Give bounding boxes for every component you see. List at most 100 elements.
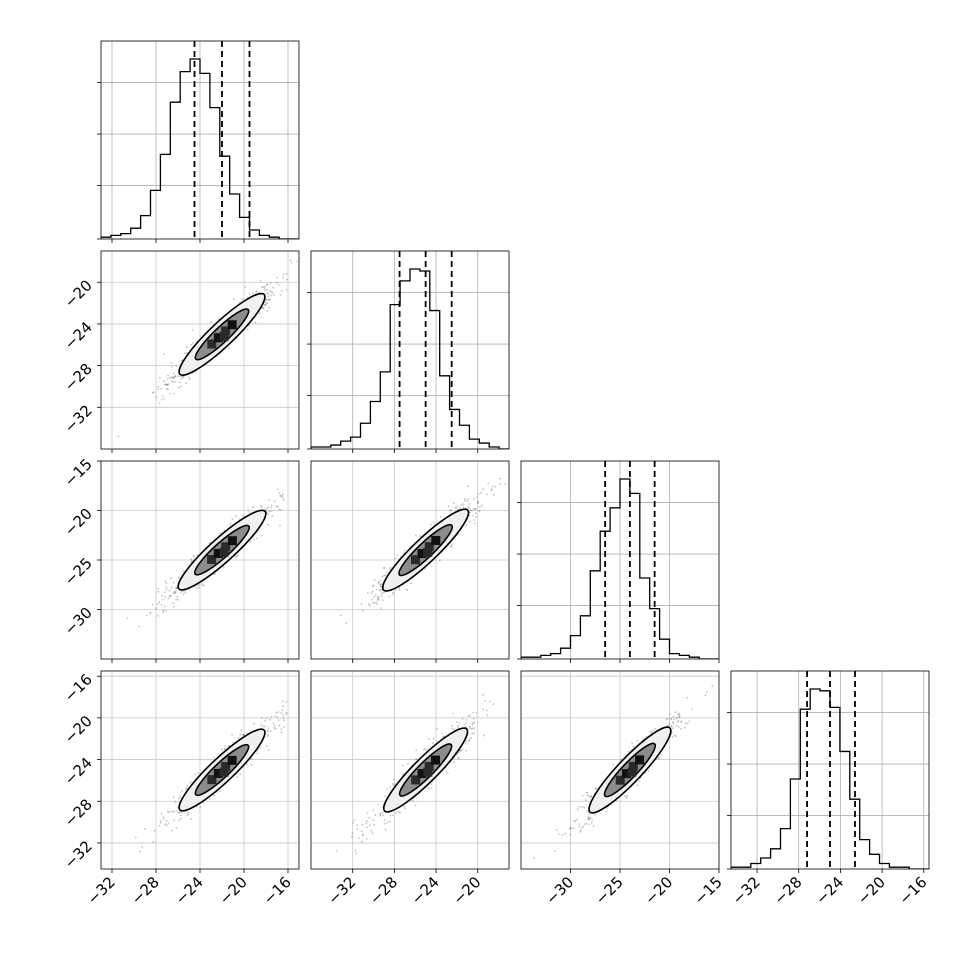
sample-point <box>270 294 273 297</box>
sample-point <box>493 493 495 496</box>
y-tick-label: −24 <box>61 754 96 789</box>
panel-frame <box>730 670 930 870</box>
sample-point <box>504 483 507 485</box>
sample-point <box>277 719 280 722</box>
sample-point <box>282 276 284 279</box>
sample-point <box>170 586 173 589</box>
sample-point <box>465 524 468 527</box>
density-cell <box>628 761 638 771</box>
sample-point <box>469 509 472 512</box>
sample-point <box>414 758 417 760</box>
sample-point <box>576 818 578 821</box>
sample-point <box>588 813 591 816</box>
sample-point <box>370 592 373 594</box>
sample-point <box>430 783 433 786</box>
sample-point <box>231 518 234 521</box>
sample-point <box>362 834 364 837</box>
sample-point <box>487 482 490 485</box>
scatter-body <box>101 671 299 869</box>
sample-point <box>675 724 678 727</box>
sample-point <box>449 509 452 512</box>
sample-point <box>405 588 407 591</box>
sample-point <box>711 685 714 688</box>
sample-point <box>627 750 630 753</box>
sample-point <box>432 521 435 524</box>
sample-point <box>174 591 177 594</box>
sample-point <box>263 287 266 289</box>
sample-point <box>381 811 384 814</box>
y-tick-label: −25 <box>61 554 96 589</box>
sample-point <box>587 818 590 821</box>
sample-point <box>361 824 364 826</box>
panel-frame <box>310 670 510 870</box>
sample-point <box>677 720 680 722</box>
sample-point <box>626 795 629 798</box>
sample-point <box>246 328 249 331</box>
sample-point <box>235 515 238 517</box>
sample-point <box>570 827 573 830</box>
sample-point <box>167 597 170 600</box>
sample-point <box>178 811 180 814</box>
sample-point <box>479 491 482 494</box>
sample-point <box>459 749 462 752</box>
histogram-panel-1 <box>307 250 510 450</box>
y-tick-label: −32 <box>61 837 96 872</box>
sample-point <box>372 601 374 604</box>
sample-point <box>380 586 382 588</box>
sample-point <box>573 820 576 822</box>
sample-point <box>167 810 169 813</box>
density-cell <box>221 762 231 772</box>
sample-point <box>581 806 583 808</box>
sample-point <box>684 726 686 729</box>
sample-point <box>678 715 681 718</box>
sample-point <box>388 595 390 598</box>
sample-point <box>411 799 414 802</box>
y-tick-label: −28 <box>61 360 96 395</box>
density-cell <box>213 768 223 778</box>
sample-point <box>184 591 187 594</box>
sample-point <box>160 387 163 390</box>
sample-point <box>392 784 395 787</box>
density-cell <box>207 554 217 564</box>
sample-point <box>190 558 192 561</box>
histogram-step-line <box>731 688 929 869</box>
histogram-panel-0 <box>97 40 300 240</box>
sample-point <box>587 817 590 820</box>
density-cell <box>221 542 231 552</box>
sample-point <box>262 307 264 310</box>
sample-point <box>690 708 693 710</box>
sample-point <box>229 523 232 525</box>
sample-point <box>265 717 268 720</box>
sample-point <box>471 727 474 730</box>
sample-point <box>164 823 166 826</box>
sample-point <box>192 554 195 557</box>
sample-point <box>170 362 173 364</box>
sample-point <box>403 805 406 808</box>
sample-point <box>439 516 442 518</box>
sample-point <box>605 810 608 813</box>
sample-point <box>236 776 238 778</box>
sample-point <box>583 823 586 826</box>
sample-point <box>259 279 262 282</box>
sample-point <box>684 722 687 725</box>
sample-point <box>158 825 161 827</box>
sample-point <box>345 622 348 625</box>
sample-point <box>169 595 172 597</box>
sample-point <box>178 386 180 389</box>
y-tick-label: −30 <box>61 604 96 639</box>
sample-point <box>383 591 386 594</box>
sample-point <box>585 822 588 825</box>
sample-point <box>162 380 165 382</box>
sample-point <box>572 827 575 830</box>
sample-point <box>451 545 454 548</box>
sample-point <box>352 821 355 824</box>
sample-point <box>379 814 382 817</box>
sample-point <box>468 520 471 523</box>
y-tick-label: −15 <box>61 455 96 490</box>
sample-point <box>267 523 269 526</box>
sample-point <box>163 605 166 608</box>
sample-point <box>339 614 342 617</box>
sample-point <box>569 833 572 836</box>
sample-point <box>146 614 148 617</box>
sample-point <box>377 581 380 584</box>
